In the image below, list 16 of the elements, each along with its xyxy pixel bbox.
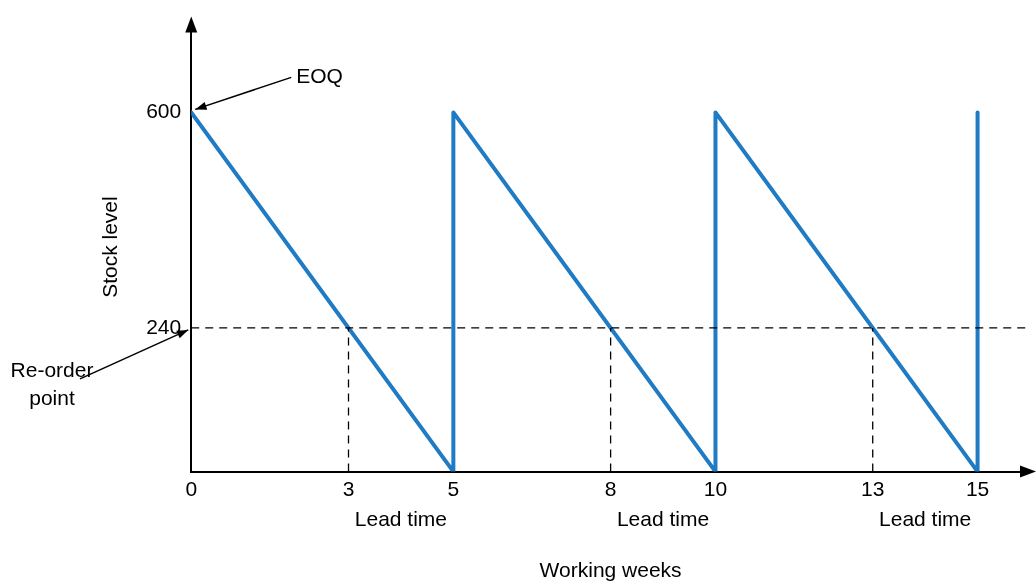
x-tick-label: 5 [447, 477, 460, 500]
y-axis-title: Stock level [98, 196, 122, 298]
x-tick-label: 10 [703, 477, 728, 500]
text: Lead time [616, 506, 710, 530]
x-tick-label: 3 [342, 477, 355, 500]
y-tick-label: 600 [146, 99, 182, 123]
text: Lead time [354, 506, 448, 530]
x-axis-title: Working weeks [539, 558, 682, 582]
x-tick-label: 15 [965, 477, 990, 500]
annotation: EOQ [296, 64, 343, 88]
x-tick-label: 13 [861, 477, 885, 500]
x-tick-label: 8 [604, 477, 617, 500]
y-tick-label: 240 [146, 314, 182, 338]
annotation: Re-order point [10, 357, 94, 409]
x-tick-label: 0 [185, 477, 198, 500]
text: Lead time [879, 506, 972, 530]
